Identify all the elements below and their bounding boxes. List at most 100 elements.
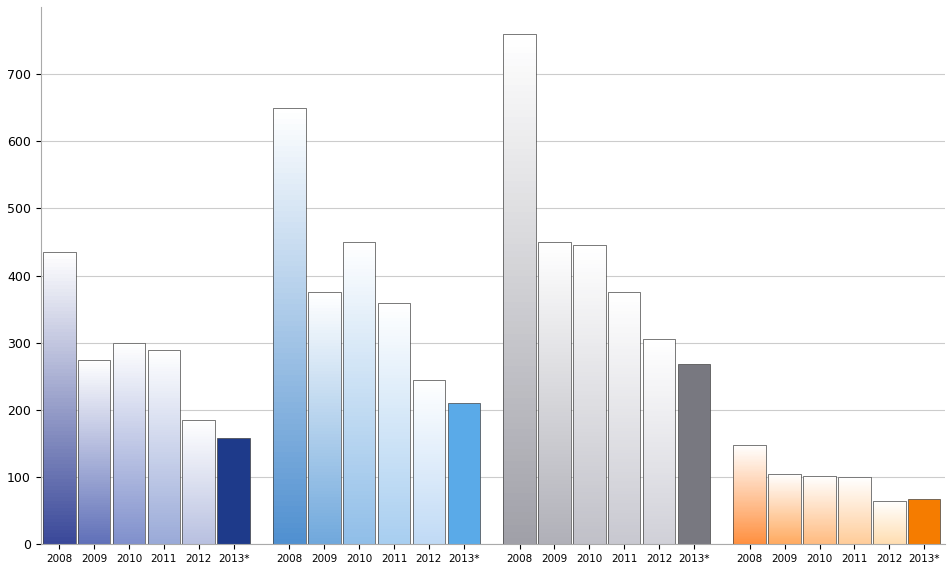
Bar [838, 477, 871, 544]
Bar [112, 373, 146, 376]
Bar [803, 513, 836, 514]
Bar [538, 276, 571, 280]
Bar [803, 515, 836, 516]
Bar [183, 434, 215, 436]
Bar [838, 481, 871, 482]
Bar [803, 532, 836, 533]
Bar [378, 360, 410, 363]
Bar [733, 487, 766, 488]
Bar [273, 369, 306, 375]
Bar [308, 444, 341, 447]
Bar [308, 396, 341, 400]
Bar [768, 540, 801, 541]
Bar [504, 244, 536, 251]
Bar [112, 413, 146, 416]
Bar [183, 451, 215, 453]
Bar [308, 292, 341, 544]
Bar [148, 527, 180, 530]
Bar [412, 471, 446, 472]
Bar [573, 421, 605, 425]
Bar [148, 496, 180, 498]
Bar [573, 387, 605, 391]
Bar [838, 530, 871, 531]
Bar [504, 187, 536, 194]
Bar [504, 136, 536, 142]
Bar [183, 431, 215, 432]
Bar [78, 473, 110, 475]
Bar [768, 476, 801, 477]
Bar [504, 391, 536, 397]
Bar [43, 292, 75, 296]
Bar [504, 321, 536, 327]
Bar [343, 333, 375, 336]
Bar [308, 412, 341, 415]
Bar [378, 366, 410, 369]
Bar [183, 485, 215, 487]
Bar [733, 501, 766, 502]
Bar [768, 533, 801, 534]
Bar [538, 333, 571, 336]
Bar [412, 526, 446, 528]
Bar [643, 463, 675, 465]
Bar [733, 473, 766, 475]
Bar [183, 475, 215, 476]
Bar [504, 417, 536, 423]
Bar [538, 503, 571, 506]
Bar [43, 340, 75, 343]
Bar [308, 336, 341, 340]
Bar [78, 489, 110, 491]
Bar [308, 485, 341, 488]
Bar [412, 460, 446, 462]
Bar [412, 441, 446, 444]
Bar [643, 465, 675, 468]
Bar [273, 266, 306, 271]
Bar [643, 501, 675, 504]
Bar [803, 512, 836, 513]
Bar [573, 279, 605, 283]
Bar [573, 526, 605, 529]
Bar [733, 448, 766, 449]
Bar [803, 486, 836, 487]
Bar [504, 423, 536, 429]
Bar [78, 524, 110, 526]
Bar [504, 481, 536, 487]
Bar [538, 352, 571, 355]
Bar [538, 321, 571, 325]
Bar [43, 497, 75, 501]
Bar [308, 375, 341, 377]
Bar [43, 439, 75, 442]
Bar [733, 492, 766, 493]
Bar [378, 402, 410, 405]
Bar [43, 358, 75, 361]
Bar [412, 380, 446, 382]
Bar [412, 445, 446, 448]
Bar [643, 470, 675, 473]
Bar [308, 387, 341, 390]
Bar [378, 538, 410, 541]
Bar [43, 318, 75, 321]
Bar [112, 529, 146, 532]
Bar [78, 380, 110, 383]
Bar [378, 315, 410, 317]
Bar [273, 255, 306, 260]
Bar [504, 340, 536, 347]
Bar [43, 391, 75, 395]
Bar [308, 400, 341, 403]
Bar [148, 455, 180, 457]
Bar [643, 368, 675, 370]
Bar [573, 372, 605, 376]
Bar [183, 436, 215, 437]
Bar [803, 480, 836, 481]
Bar [308, 447, 341, 450]
Bar [343, 469, 375, 473]
Bar [112, 428, 146, 431]
Bar [112, 471, 146, 474]
Bar [78, 396, 110, 399]
Bar [78, 519, 110, 521]
Bar [112, 439, 146, 441]
Bar [538, 522, 571, 525]
Bar [343, 287, 375, 291]
Bar [838, 517, 871, 518]
Bar [768, 538, 801, 539]
Bar [768, 509, 801, 510]
